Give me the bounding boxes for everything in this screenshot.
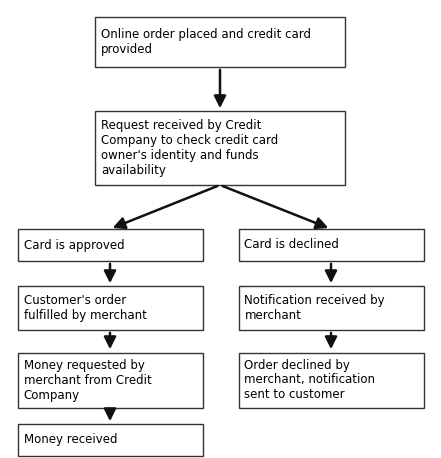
Text: Order declined by
merchant, notification
sent to customer: Order declined by merchant, notification… <box>244 359 375 402</box>
FancyBboxPatch shape <box>95 17 345 67</box>
FancyBboxPatch shape <box>18 286 202 330</box>
Text: Money received: Money received <box>23 434 117 447</box>
Text: Card is declined: Card is declined <box>244 239 340 251</box>
FancyBboxPatch shape <box>239 353 423 408</box>
Text: Request received by Credit
Company to check credit card
owner's identity and fun: Request received by Credit Company to ch… <box>101 119 278 177</box>
Text: Card is approved: Card is approved <box>23 239 124 251</box>
FancyBboxPatch shape <box>18 229 202 261</box>
Text: Money requested by
merchant from Credit
Company: Money requested by merchant from Credit … <box>23 359 151 402</box>
FancyBboxPatch shape <box>18 353 202 408</box>
Text: Customer's order
fulfilled by merchant: Customer's order fulfilled by merchant <box>23 294 146 322</box>
Text: Online order placed and credit card
provided: Online order placed and credit card prov… <box>101 28 311 56</box>
FancyBboxPatch shape <box>239 286 423 330</box>
FancyBboxPatch shape <box>239 229 423 261</box>
Text: Notification received by
merchant: Notification received by merchant <box>244 294 385 322</box>
FancyBboxPatch shape <box>95 111 345 185</box>
FancyBboxPatch shape <box>18 424 202 456</box>
